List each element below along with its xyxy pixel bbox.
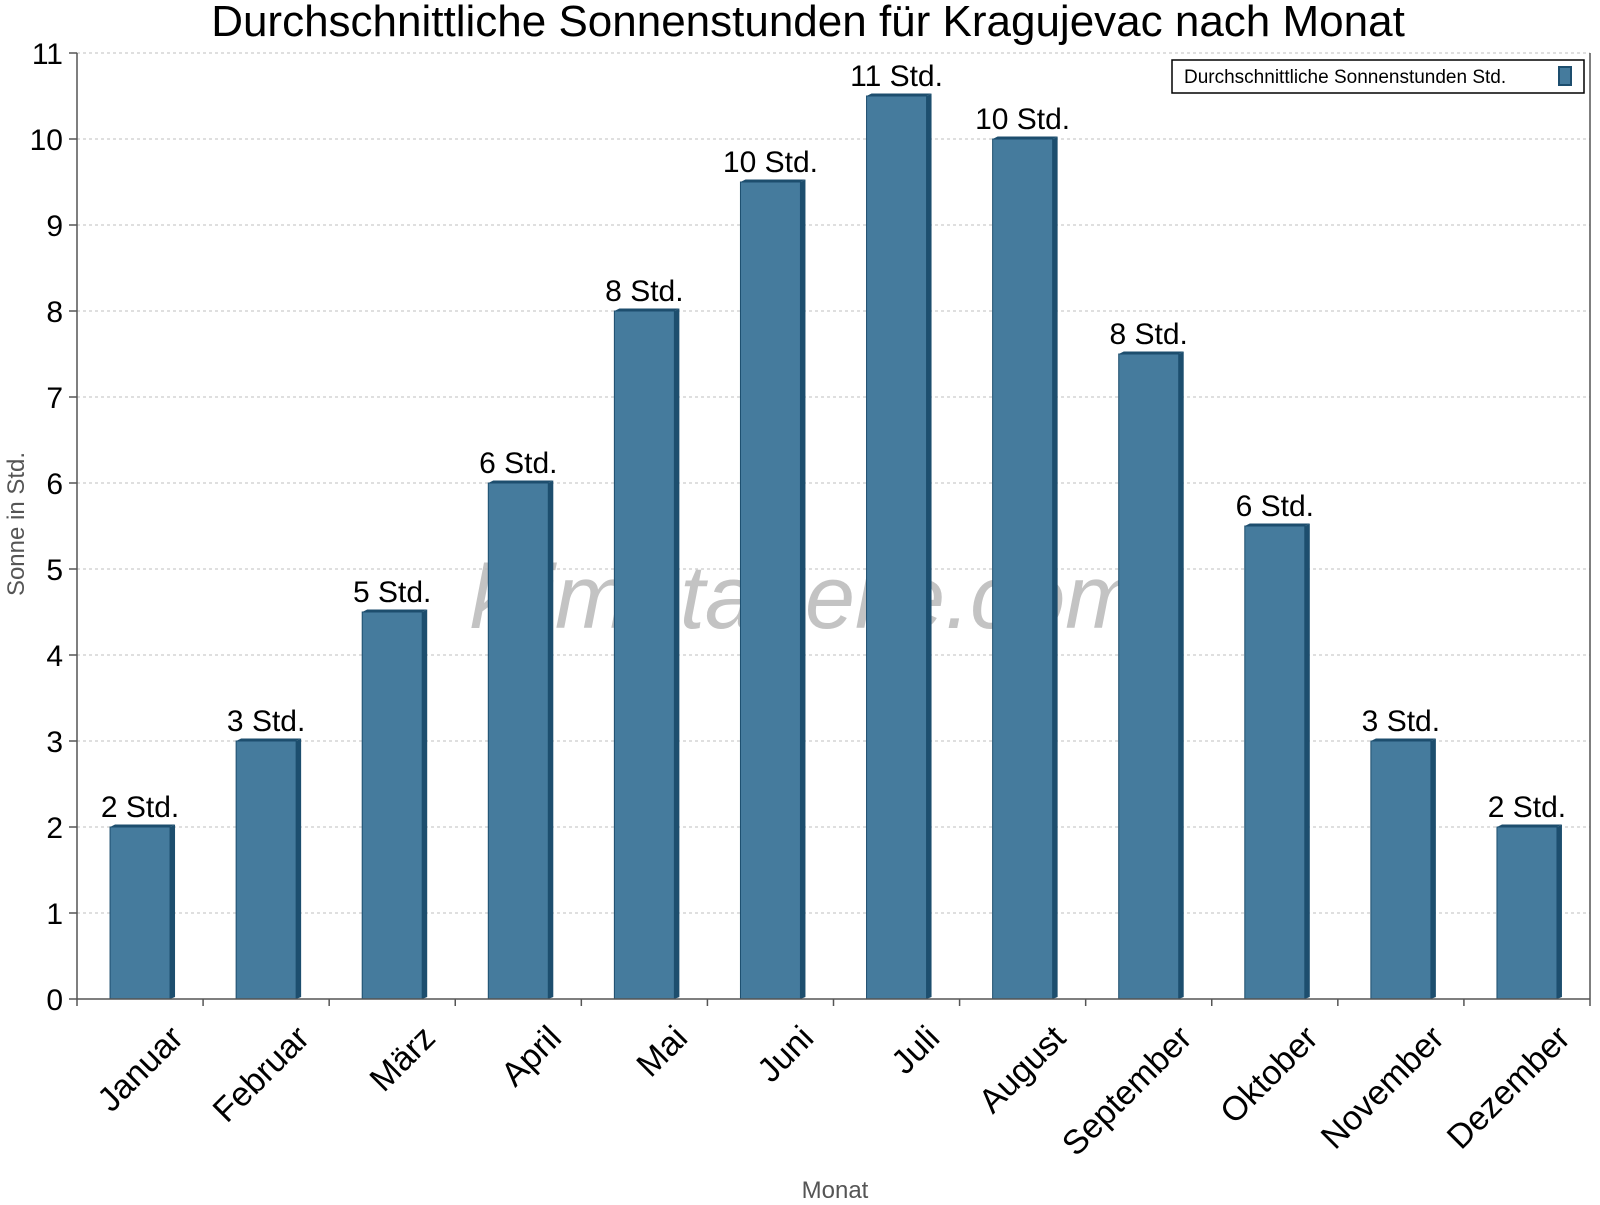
y-tick-label: 9 — [46, 210, 63, 243]
x-axis-title: Monat — [802, 1177, 869, 1200]
bar-top — [740, 179, 806, 182]
bar-top — [1118, 351, 1184, 354]
x-tick-label: Juni — [750, 1019, 821, 1090]
chart-title: Durchschnittliche Sonnenstunden für Krag… — [211, 0, 1405, 46]
x-tick-label: März — [363, 1019, 443, 1099]
bar-top — [1244, 523, 1310, 526]
bar-januar — [109, 824, 176, 1000]
x-tick-label: Februar — [206, 1019, 317, 1130]
bar-top — [236, 738, 302, 741]
data-label: 3 Std. — [227, 705, 305, 738]
data-label: 3 Std. — [1362, 705, 1440, 738]
bar — [235, 740, 297, 1000]
bar-september — [1118, 351, 1184, 1000]
bar — [1370, 740, 1432, 1000]
x-tick-label: August — [972, 1018, 1074, 1120]
bar — [866, 95, 928, 1000]
bar — [613, 310, 675, 1000]
bar-august — [992, 136, 1058, 1000]
x-tick-label: Mai — [629, 1019, 695, 1085]
axes — [69, 52, 1591, 1006]
bar-top — [488, 480, 554, 483]
bar — [992, 138, 1054, 1000]
bar-juli — [866, 93, 932, 1000]
bar-juni — [739, 179, 806, 1000]
data-label: 5 Std. — [353, 576, 431, 609]
bar-top — [110, 824, 176, 827]
bar-top — [866, 93, 932, 96]
y-tick-label: 10 — [30, 124, 63, 157]
legend-swatch — [1558, 66, 1572, 86]
bar-side — [926, 93, 932, 999]
bar-märz — [361, 609, 428, 1000]
data-label: 8 Std. — [605, 275, 683, 308]
y-axis-title: Sonne in Std. — [3, 452, 30, 596]
bar-side — [296, 738, 302, 999]
bar-side — [1304, 523, 1310, 999]
y-tick-label: 4 — [46, 640, 63, 673]
data-label: 11 Std. — [850, 60, 943, 93]
y-tick-label: 0 — [46, 984, 63, 1017]
data-label: 10 Std. — [975, 103, 1070, 136]
bar-side — [170, 824, 176, 999]
bar — [1118, 353, 1180, 1000]
y-tick-label: 11 — [32, 38, 63, 71]
x-tick-label: Oktober — [1213, 1019, 1325, 1131]
data-labels: 2 Std. 3 Std. 5 Std. 6 Std. 8 Std. 10 Std. 11 … — [101, 60, 1566, 824]
bar-mai — [613, 308, 680, 1000]
data-label: 2 Std. — [1488, 791, 1566, 824]
bar-top — [1496, 824, 1562, 827]
y-tick-label: 5 — [46, 554, 63, 587]
legend-label: Durchschnittliche Sonnenstunden Std. — [1184, 67, 1506, 88]
bar-side — [1178, 351, 1184, 999]
grid-lines — [77, 52, 1590, 914]
data-label: 8 Std. — [1110, 318, 1188, 351]
bar-top — [992, 136, 1058, 139]
data-label: 6 Std. — [1236, 490, 1314, 523]
legend-box — [1171, 59, 1585, 94]
bar-side — [548, 480, 554, 999]
bar — [361, 611, 423, 1000]
data-label: 10 Std. — [723, 146, 818, 179]
bar — [739, 181, 801, 1000]
bar-side — [674, 308, 680, 999]
y-tick-label: 7 — [46, 382, 63, 415]
bar — [487, 482, 549, 1000]
bar — [1496, 826, 1558, 1000]
x-tick-label: September — [1055, 1019, 1199, 1163]
x-tick-label: Juli — [884, 1019, 947, 1082]
x-tick-label: April — [494, 1019, 569, 1094]
bar-top — [362, 609, 428, 612]
y-tick-label: 3 — [46, 726, 63, 759]
bars — [109, 93, 1562, 1000]
y-tick-label: 2 — [46, 812, 63, 845]
y-tick-label: 1 — [46, 898, 63, 931]
x-tick-label: Dezember — [1440, 1019, 1578, 1157]
bar-side — [800, 179, 806, 999]
bar-oktober — [1244, 523, 1310, 1000]
bar-februar — [235, 738, 302, 1000]
y-tick-label: 8 — [46, 296, 63, 329]
data-label: 2 Std. — [101, 791, 179, 824]
bar-side — [1556, 824, 1562, 999]
x-tick-label: Januar — [90, 1019, 190, 1119]
bar — [1244, 525, 1306, 1000]
bar-top — [1370, 738, 1436, 741]
x-tick-label: November — [1314, 1019, 1452, 1157]
bar-november — [1370, 738, 1436, 1000]
bar-side — [422, 609, 428, 999]
bar-dezember — [1496, 824, 1562, 1000]
bar-april — [487, 480, 554, 1000]
y-tick-label: 6 — [46, 468, 63, 501]
data-label: 6 Std. — [479, 447, 557, 480]
bar-side — [1430, 738, 1436, 999]
bar — [109, 826, 171, 1000]
bar-side — [1052, 136, 1058, 999]
bar-top — [614, 308, 680, 311]
legend: Durchschnittliche Sonnenstunden Std. — [1171, 59, 1585, 94]
